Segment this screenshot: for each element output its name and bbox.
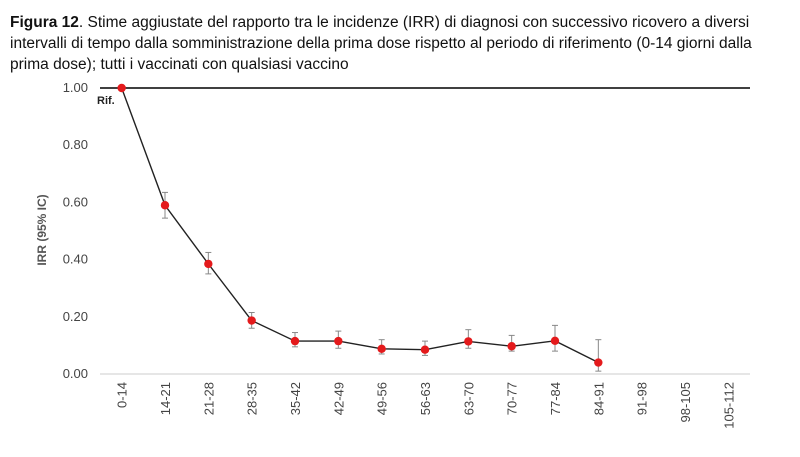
x-tick-label: 105-112 — [721, 382, 736, 429]
x-tick-label: 21-28 — [201, 382, 216, 415]
data-point — [247, 316, 256, 325]
series-line-group — [121, 87, 599, 364]
data-point — [377, 344, 386, 354]
x-tick-label: 0-14 — [115, 382, 130, 408]
x-tick-label: 77-84 — [548, 382, 563, 415]
x-tick-label: 49-56 — [375, 382, 390, 415]
x-tick-label: 14-21 — [158, 382, 173, 415]
data-point — [464, 337, 473, 346]
x-tick-label: 98-105 — [678, 382, 693, 422]
x-tick-label: 70-77 — [505, 382, 520, 415]
data-point — [290, 336, 300, 346]
x-tick-label: 63-70 — [461, 382, 476, 415]
reference-label: Rif. — [97, 95, 115, 107]
y-axis-tick-labels: 1.00 0.80 0.60 0.40 0.20 0.00 — [63, 80, 88, 381]
data-point — [160, 201, 170, 210]
y-tick-label: 0.40 — [63, 252, 88, 267]
error-bars — [162, 191, 602, 372]
data-markers — [117, 83, 603, 367]
x-axis-tick-labels: 0-14 14-21 21-28 28-35 35-42 42-49 49-56 56-63 6… — [115, 382, 737, 429]
figure-caption-text: . Stime aggiustate del rapporto tra le i… — [10, 14, 752, 73]
data-point — [594, 358, 603, 367]
x-tick-label: 42-49 — [331, 382, 346, 415]
y-tick-label: 1.00 — [63, 80, 88, 95]
figure-label: Figura 12 — [10, 14, 79, 31]
y-axis-title: IRR (95% IC) — [35, 194, 49, 265]
data-point — [507, 342, 516, 351]
x-tick-label: 91-98 — [635, 382, 650, 415]
y-tick-label: 0.60 — [63, 194, 88, 209]
axes — [100, 87, 750, 375]
y-tick-label: 0.80 — [63, 137, 88, 152]
data-point — [117, 83, 126, 93]
y-tick-label: 0.00 — [63, 366, 88, 381]
figure-caption: Figura 12. Stime aggiustate del rapporto… — [10, 12, 790, 75]
x-tick-label: 28-35 — [245, 382, 260, 415]
x-tick-label: 84-91 — [591, 382, 606, 415]
x-tick-label: 35-42 — [288, 382, 303, 415]
x-tick-label: 56-63 — [418, 382, 433, 415]
data-point — [550, 336, 560, 346]
data-point — [420, 345, 430, 354]
data-point — [334, 336, 343, 346]
data-point — [204, 259, 213, 269]
series-line — [121, 87, 599, 364]
y-tick-label: 0.20 — [63, 309, 88, 324]
